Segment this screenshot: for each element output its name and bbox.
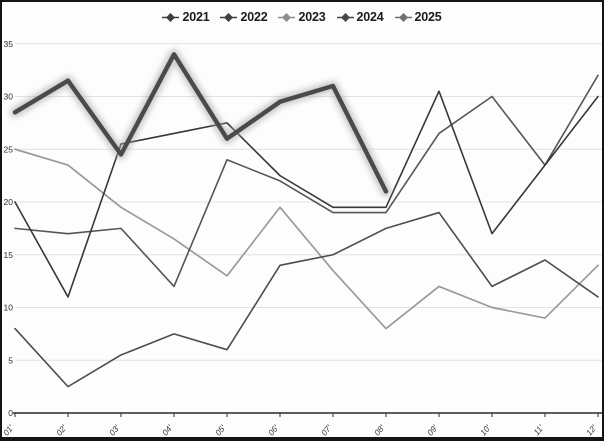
legend-label: 2022 [240, 10, 268, 24]
diamond-marker-icon [278, 12, 296, 22]
y-axis-labels: 0 5 10 15 20 25 30 35 [4, 39, 14, 418]
x-tick-label: 04' [160, 423, 175, 438]
chart-legend: 2021 2022 2023 2024 2025 [2, 4, 602, 30]
x-tick-label: 01' [2, 423, 16, 438]
x-tick-label: 07' [319, 423, 334, 438]
y-tick-label: 15 [4, 250, 14, 260]
diamond-marker-icon [220, 12, 238, 22]
y-tick-label: 5 [8, 355, 13, 365]
series-lines [9, 48, 599, 388]
x-tick-label: 02' [54, 423, 69, 438]
x-tick-label: 12' [584, 423, 599, 438]
x-tick-label: 06' [266, 423, 281, 438]
legend-label: 2023 [298, 10, 326, 24]
legend-item-2022: 2022 [220, 10, 268, 24]
y-tick-label: 30 [4, 92, 14, 102]
y-tick-label: 0 [8, 408, 13, 418]
legend-item-2024: 2024 [336, 10, 384, 24]
legend-item-2025: 2025 [394, 10, 442, 24]
y-tick-label: 10 [4, 303, 14, 313]
y-tick-label: 20 [4, 197, 14, 207]
series-line-2024 [14, 74, 599, 288]
x-tick-label: 05' [213, 423, 228, 438]
diamond-marker-icon [162, 12, 180, 22]
x-tick-label: 11' [531, 423, 545, 438]
y-tick-label: 25 [4, 144, 14, 154]
series-line-2021 [14, 211, 599, 388]
diamond-marker-icon [336, 12, 354, 22]
series-line-2022 [14, 90, 599, 298]
legend-label: 2021 [182, 10, 210, 24]
x-tick-label: 09' [425, 423, 440, 438]
legend-label: 2024 [356, 10, 384, 24]
legend-label: 2025 [414, 10, 442, 24]
x-tick-label: 03' [107, 423, 122, 438]
legend-item-2021: 2021 [162, 10, 210, 24]
series-line-2025 [12, 52, 389, 194]
x-axis: 01' 02' 03' 04' 05' 06' 07' 08' 09' 10' 11' 12' [2, 412, 602, 438]
x-tick-label: 08' [372, 423, 387, 438]
y-tick-label: 35 [4, 39, 14, 49]
legend-item-2023: 2023 [278, 10, 326, 24]
x-tick-label: 10' [478, 423, 493, 438]
series-line-2023 [14, 148, 599, 330]
diamond-marker-icon [394, 12, 412, 22]
